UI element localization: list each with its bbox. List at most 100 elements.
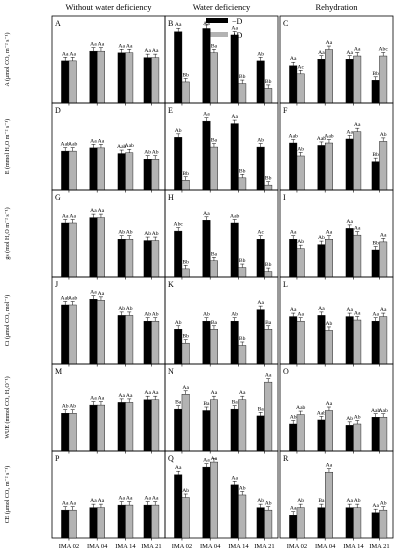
bar-minus-d [317, 145, 326, 191]
column-header-1: Without water deficiency [65, 2, 152, 12]
bar-plus-d [379, 509, 388, 539]
bar-minus-d [202, 320, 211, 365]
bar-plus-d [68, 413, 77, 452]
bar-minus-d [117, 402, 126, 452]
bar-plus-d [181, 394, 190, 452]
panel-H: H Abc Bb Aa Ba Aab Bb Ac Bb [164, 189, 279, 280]
bar-minus-d [371, 320, 380, 365]
bar-plus-d [238, 177, 247, 191]
bar-minus-d [143, 399, 152, 452]
panel-letter: M [55, 367, 62, 376]
bar-plus-d [125, 152, 134, 191]
bar-minus-d [174, 31, 183, 104]
bar-minus-d [317, 244, 326, 278]
x-tick-label: IMA 04 [87, 543, 108, 550]
significance-label: Ab [182, 488, 189, 494]
panel-frame [164, 450, 279, 539]
x-tick-label: IMA 21 [369, 543, 389, 550]
significance-label: Ba [203, 401, 210, 407]
bar-plus-d [379, 141, 388, 191]
significance-label: Aa [98, 42, 105, 48]
significance-label: Bb [182, 171, 189, 177]
x-tick-label: IMA 14 [343, 543, 364, 550]
x-tick-label: IMA 02 [172, 543, 192, 550]
significance-label: Aa [231, 25, 238, 31]
bar-minus-d [371, 249, 380, 278]
bar-minus-d [256, 507, 265, 539]
bar-minus-d [117, 504, 126, 539]
bar-minus-d [143, 504, 152, 539]
significance-label: Aab [296, 405, 306, 411]
significance-label: Aa [354, 47, 361, 53]
significance-label: Aab [317, 136, 327, 142]
bar-plus-d [125, 238, 134, 278]
bar-minus-d [61, 150, 70, 191]
significance-label: Ab [126, 230, 133, 236]
significance-label: Aa [326, 463, 333, 469]
bar-minus-d [371, 512, 380, 539]
significance-label: Ac [297, 64, 304, 70]
significance-label: Ab [126, 306, 133, 312]
bar-plus-d [96, 217, 105, 278]
x-tick-label: IMA 02 [59, 543, 79, 550]
bar-plus-d [96, 50, 105, 104]
panel-letter: P [55, 454, 60, 463]
bar-minus-d [61, 509, 70, 539]
bar-plus-d [96, 507, 105, 539]
bar-plus-d [151, 240, 160, 278]
significance-label: Aa [354, 122, 361, 128]
bar-plus-d [68, 304, 77, 365]
significance-label: Aa [211, 390, 218, 396]
bar-minus-d [89, 299, 98, 365]
bar-plus-d [181, 81, 190, 104]
significance-label: Aab [117, 144, 127, 150]
bar-minus-d [289, 515, 298, 539]
significance-label: Aab [324, 134, 334, 140]
significance-label: Ab [152, 150, 159, 156]
bar-minus-d [174, 230, 183, 278]
x-tick-label: IMA 02 [287, 543, 307, 550]
bar-plus-d [353, 423, 362, 452]
bar-plus-d [264, 509, 273, 539]
significance-label: Aa [346, 498, 353, 504]
bar-minus-d [143, 320, 152, 365]
significance-label: Aa [90, 208, 97, 214]
bar-plus-d [296, 507, 305, 539]
bar-minus-d [117, 52, 126, 104]
significance-label: Aa [346, 307, 353, 313]
significance-label: Aa [380, 232, 387, 238]
significance-label: Ab [257, 498, 264, 504]
significance-label: Ab [231, 312, 238, 318]
panel-letter: I [283, 193, 286, 202]
bar-minus-d [345, 59, 354, 104]
bar-minus-d [174, 474, 183, 539]
significance-label: Aab [61, 295, 71, 301]
bar-plus-d [264, 88, 273, 104]
significance-label: Ab [152, 312, 159, 318]
significance-label: Aa [354, 311, 361, 317]
significance-label: Aa [211, 456, 218, 462]
bar-minus-d [371, 417, 380, 452]
bar-minus-d [230, 484, 239, 539]
bar-plus-d [151, 504, 160, 539]
bar-minus-d [61, 304, 70, 365]
significance-label: Bb [182, 259, 189, 265]
bar-plus-d [264, 381, 273, 452]
bar-plus-d [325, 471, 333, 539]
significance-label: Aa [326, 40, 333, 46]
significance-label: Ab [69, 404, 76, 410]
significance-label: Ba [211, 320, 218, 326]
significance-label: Aa [318, 306, 325, 312]
significance-label: Aa [175, 22, 182, 28]
bar-plus-d [181, 180, 190, 191]
significance-label: Ab [326, 321, 333, 327]
column-header-3: Rehydration [315, 2, 358, 12]
significance-label: Aa [265, 373, 272, 379]
bar-plus-d [209, 52, 218, 104]
significance-label: Aab [371, 408, 381, 414]
bar-minus-d [61, 413, 70, 452]
